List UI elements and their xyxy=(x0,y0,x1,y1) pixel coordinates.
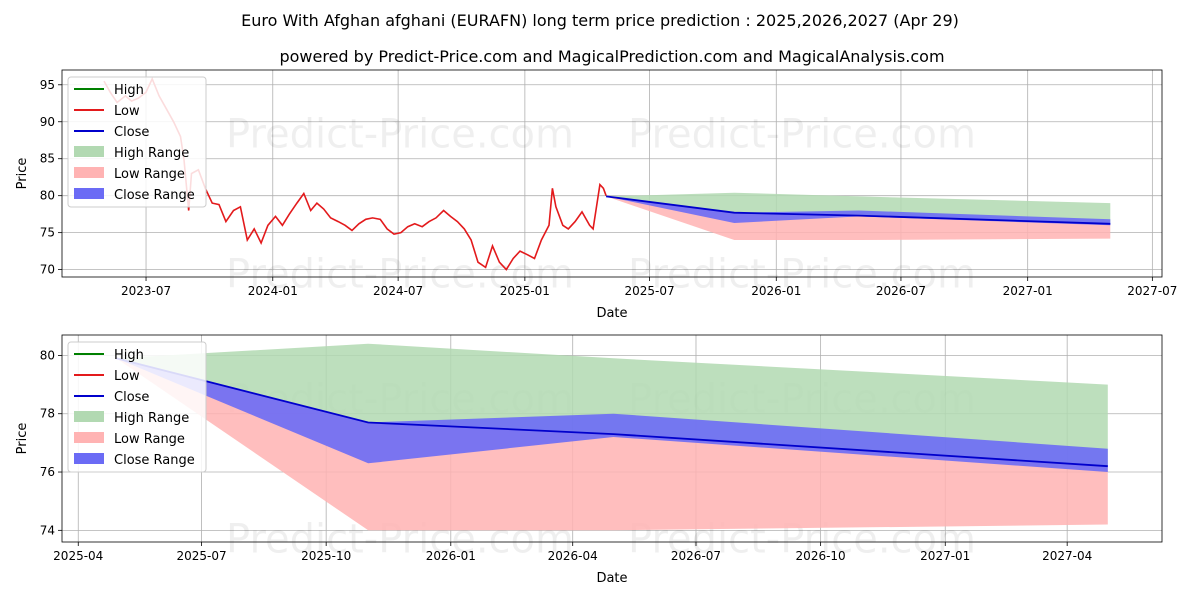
x-axis-label: Date xyxy=(596,571,627,586)
x-tick-label: 2026-07 xyxy=(671,549,721,563)
x-tick-label: 2025-04 xyxy=(53,549,103,563)
top-panel: 2023-07 2024-01 2024-07 2025-01 2025-07 2026-… xyxy=(15,69,1177,321)
y-tick-label: 90 xyxy=(40,115,55,129)
watermark: Predict-Price.com xyxy=(226,112,574,158)
x-tick-label: 2026-10 xyxy=(796,549,846,563)
legend-label: Close Range xyxy=(114,453,195,468)
legend-label: High Range xyxy=(114,411,189,426)
low-range-band xyxy=(116,358,1108,531)
legend-label: High xyxy=(114,83,144,98)
close-forecast-line xyxy=(115,357,1108,468)
y-tick-label: 85 xyxy=(40,152,55,166)
x-tick-label: 2026-04 xyxy=(548,549,598,563)
y-tick-label: 75 xyxy=(40,226,55,240)
chart-title: Euro With Afghan afghani (EURAFN) long t… xyxy=(241,11,959,30)
watermark: Predict-Price.com xyxy=(628,252,976,298)
watermark: Predict-Price.com xyxy=(628,112,976,158)
legend-label: Low Range xyxy=(114,167,185,182)
y-axis-label: Price xyxy=(15,158,30,190)
legend-label: High Range xyxy=(114,146,189,161)
y-tick-label: 80 xyxy=(40,189,55,203)
close-range-band xyxy=(116,358,1108,472)
x-tick-label: 2025-07 xyxy=(624,284,674,298)
legend-swatch xyxy=(74,411,104,422)
chart-subtitle: powered by Predict-Price.com and Magical… xyxy=(279,47,944,66)
low-range-band xyxy=(606,196,1111,240)
y-tick-label: 95 xyxy=(40,78,55,92)
y-tick-label: 70 xyxy=(40,263,55,277)
legend-label: Low Range xyxy=(114,432,185,447)
legend-label: Close xyxy=(114,390,149,405)
x-tick-label: 2026-01 xyxy=(751,284,801,298)
x-tick-label: 2024-01 xyxy=(248,284,298,298)
legend-label: Close Range xyxy=(114,188,195,203)
x-tick-label: 2027-01 xyxy=(920,549,970,563)
x-axis-label: Date xyxy=(596,306,627,321)
x-tick-label: 2027-01 xyxy=(1003,284,1053,298)
x-tick-label: 2025-10 xyxy=(301,549,351,563)
x-tick-label: 2025-07 xyxy=(176,549,226,563)
plot-frame xyxy=(61,334,1163,543)
x-tick-label: 2024-07 xyxy=(373,284,423,298)
data-layer xyxy=(115,343,1108,531)
close-range-band xyxy=(606,196,1111,226)
close-forecast-line xyxy=(605,195,1111,225)
legend-swatch xyxy=(74,167,104,178)
watermark: Predict-Price.com xyxy=(226,252,574,298)
legend-swatch xyxy=(74,432,104,443)
bottom-panel: 2025-04 2025-07 2025-10 2026-01 2026-04 2026-… xyxy=(15,334,1163,586)
y-tick-label: 74 xyxy=(40,523,55,537)
x-tick-label: 2023-07 xyxy=(121,284,171,298)
y-axis-label: Price xyxy=(15,423,30,455)
y-tick-label: 78 xyxy=(40,407,55,421)
x-tick-label: 2027-07 xyxy=(1127,284,1177,298)
plot-area xyxy=(62,70,1162,277)
x-tick-label: 2026-01 xyxy=(426,549,476,563)
legend-swatch xyxy=(74,453,104,464)
plot-frame xyxy=(61,69,1163,278)
x-tick-label: 2027-04 xyxy=(1042,549,1092,563)
y-tick-label: 76 xyxy=(40,465,55,479)
legend-label: Low xyxy=(114,104,140,119)
legend-label: Close xyxy=(114,125,149,140)
y-tick-label: 80 xyxy=(40,348,55,362)
legend-swatch xyxy=(74,188,104,199)
legend-label: High xyxy=(114,348,144,363)
legend-label: Low xyxy=(114,369,140,384)
x-tick-label: 2026-07 xyxy=(876,284,926,298)
x-tick-label: 2025-01 xyxy=(500,284,550,298)
legend-swatch xyxy=(74,146,104,157)
